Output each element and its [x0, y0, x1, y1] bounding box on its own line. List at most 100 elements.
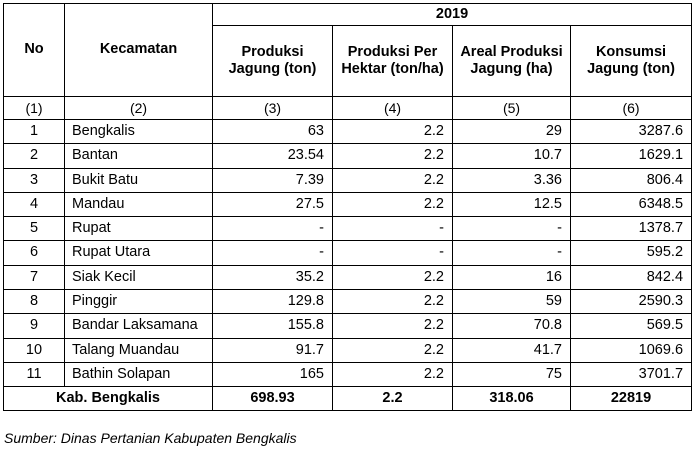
- source-note: Sumber: Dinas Pertanian Kabupaten Bengka…: [4, 430, 297, 446]
- cell-produksi: -: [212, 240, 333, 266]
- cell-konsumsi: 3287.6: [569, 118, 693, 145]
- cell-kecamatan: Bandar Laksamana: [64, 313, 213, 339]
- cell-no: 11: [3, 361, 65, 388]
- cell-konsumsi: 6348.5: [569, 191, 693, 218]
- year-header-row: No Kecamatan 2019: [3, 3, 693, 97]
- cell-produksi: 165: [212, 361, 333, 388]
- total-row: Kab. Bengkalis 698.93 2.2 318.06 22819: [3, 386, 693, 412]
- total-produksi: 698.93: [212, 386, 333, 412]
- table-row: 11 Bathin Solapan 165 2.2 75 3701.7: [3, 361, 693, 388]
- cell-kecamatan: Bukit Batu: [64, 167, 213, 193]
- total-areal: 318.06: [452, 386, 571, 412]
- cell-per-hektar: 2.2: [332, 361, 453, 388]
- header-produksi: Produksi Jagung (ton): [212, 25, 333, 97]
- cell-kecamatan: Rupat: [64, 216, 213, 242]
- cell-kecamatan: Bathin Solapan: [64, 361, 213, 388]
- cell-per-hektar: -: [332, 216, 453, 242]
- column-number-row: (1) (2) (3) (4) (5) (6): [3, 96, 693, 120]
- cell-no: 2: [3, 143, 65, 169]
- column-number: (1): [3, 96, 65, 120]
- cell-produksi: -: [212, 216, 333, 242]
- cell-per-hektar: 2.2: [332, 167, 453, 193]
- cell-kecamatan: Pinggir: [64, 289, 213, 315]
- cell-konsumsi: 3701.7: [569, 361, 693, 388]
- corn-production-table: No Kecamatan 2019 Produksi Jagung (ton) …: [3, 3, 693, 412]
- cell-no: 6: [3, 240, 65, 266]
- total-konsumsi: 22819: [569, 386, 693, 412]
- cell-areal: 59: [452, 289, 571, 315]
- column-number: (6): [569, 96, 693, 120]
- header-no: No: [3, 3, 65, 97]
- cell-produksi: 7.39: [212, 167, 333, 193]
- table-row: 3 Bukit Batu 7.39 2.2 3.36 806.4: [3, 167, 693, 193]
- cell-areal: -: [452, 216, 571, 242]
- cell-per-hektar: 2.2: [332, 289, 453, 315]
- cell-produksi: 27.5: [212, 191, 333, 218]
- cell-per-hektar: 2.2: [332, 264, 453, 291]
- header-year: 2019: [211, 3, 693, 26]
- cell-no: 5: [3, 216, 65, 242]
- cell-no: 8: [3, 289, 65, 315]
- cell-konsumsi: 569.5: [569, 313, 693, 339]
- cell-kecamatan: Siak Kecil: [64, 264, 213, 291]
- cell-kecamatan: Bengkalis: [64, 118, 213, 145]
- cell-per-hektar: 2.2: [332, 337, 453, 363]
- cell-konsumsi: 842.4: [569, 264, 693, 291]
- cell-produksi: 91.7: [212, 337, 333, 363]
- table-row: 10 Talang Muandau 91.7 2.2 41.7 1069.6: [3, 337, 693, 363]
- column-number: (4): [332, 96, 453, 120]
- cell-no: 1: [3, 118, 65, 145]
- cell-konsumsi: 2590.3: [569, 289, 693, 315]
- column-header-row: Produksi Jagung (ton) Produksi Per Hekta…: [4, 25, 693, 97]
- cell-konsumsi: 1069.6: [569, 337, 693, 363]
- cell-konsumsi: 806.4: [569, 167, 693, 193]
- cell-areal: 10.7: [452, 143, 571, 169]
- column-number: (2): [64, 96, 213, 120]
- column-number: (5): [452, 96, 571, 120]
- cell-no: 4: [3, 191, 65, 218]
- header-produksi-per-hektar: Produksi Per Hektar (ton/ha): [332, 25, 453, 97]
- cell-areal: 75: [452, 361, 571, 388]
- total-label: Kab. Bengkalis: [3, 386, 213, 412]
- cell-areal: -: [452, 240, 571, 266]
- cell-no: 3: [3, 167, 65, 193]
- table-row: 8 Pinggir 129.8 2.2 59 2590.3: [3, 289, 693, 315]
- cell-kecamatan: Mandau: [64, 191, 213, 218]
- cell-areal: 12.5: [452, 191, 571, 218]
- cell-kecamatan: Bantan: [64, 143, 213, 169]
- cell-produksi: 35.2: [212, 264, 333, 291]
- cell-konsumsi: 595.2: [569, 240, 693, 266]
- table-row: 2 Bantan 23.54 2.2 10.7 1629.1: [3, 143, 693, 169]
- cell-per-hektar: 2.2: [332, 118, 453, 145]
- total-per-hektar: 2.2: [332, 386, 453, 412]
- table-row: 1 Bengkalis 63 2.2 29 3287.6: [3, 118, 693, 145]
- header-areal: Areal Produksi Jagung (ha): [452, 25, 571, 97]
- cell-produksi: 63: [212, 118, 333, 145]
- cell-per-hektar: 2.2: [332, 143, 453, 169]
- cell-areal: 3.36: [452, 167, 571, 193]
- cell-produksi: 155.8: [212, 313, 333, 339]
- table-row: 7 Siak Kecil 35.2 2.2 16 842.4: [3, 264, 693, 291]
- cell-no: 10: [3, 337, 65, 363]
- cell-per-hektar: 2.2: [332, 191, 453, 218]
- cell-no: 9: [3, 313, 65, 339]
- table-row: 4 Mandau 27.5 2.2 12.5 6348.5: [3, 191, 693, 218]
- cell-per-hektar: -: [332, 240, 453, 266]
- header-konsumsi: Konsumsi Jagung (ton): [569, 25, 693, 97]
- cell-per-hektar: 2.2: [332, 313, 453, 339]
- cell-no: 7: [3, 264, 65, 291]
- table-row: 9 Bandar Laksamana 155.8 2.2 70.8 569.5: [3, 313, 693, 339]
- cell-produksi: 129.8: [212, 289, 333, 315]
- cell-kecamatan: Rupat Utara: [64, 240, 213, 266]
- header-kecamatan: Kecamatan: [64, 3, 213, 97]
- cell-areal: 41.7: [452, 337, 571, 363]
- cell-kecamatan: Talang Muandau: [64, 337, 213, 363]
- cell-areal: 70.8: [452, 313, 571, 339]
- cell-konsumsi: 1629.1: [569, 143, 693, 169]
- cell-produksi: 23.54: [212, 143, 333, 169]
- table-row: 5 Rupat - - - 1378.7: [3, 216, 693, 242]
- cell-konsumsi: 1378.7: [569, 216, 693, 242]
- column-number: (3): [212, 96, 333, 120]
- table-row: 6 Rupat Utara - - - 595.2: [3, 240, 693, 266]
- cell-areal: 29: [452, 118, 571, 145]
